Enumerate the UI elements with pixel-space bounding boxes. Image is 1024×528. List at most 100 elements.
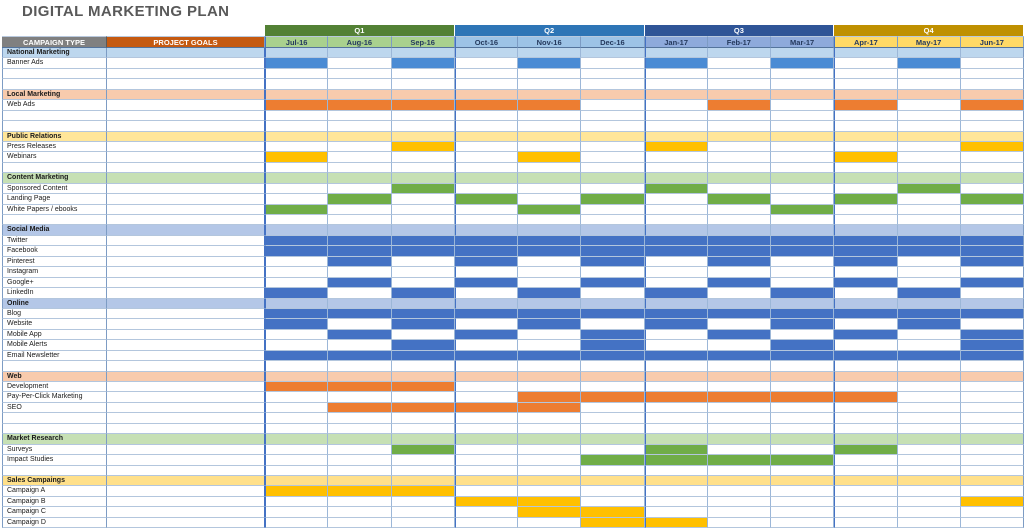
gantt-bar-cell[interactable]	[834, 194, 898, 205]
gantt-bar-cell[interactable]	[454, 496, 518, 508]
project-goals-cell[interactable]	[107, 382, 265, 393]
month-cell[interactable]	[897, 298, 961, 309]
month-cell[interactable]	[960, 173, 1024, 184]
gantt-bar-cell[interactable]	[834, 256, 898, 268]
month-cell[interactable]	[265, 194, 329, 205]
month-cell[interactable]	[707, 121, 771, 132]
gantt-bar-cell[interactable]	[391, 100, 455, 111]
month-cell[interactable]	[707, 204, 771, 215]
project-goals-cell[interactable]	[107, 68, 265, 80]
month-cell[interactable]	[391, 413, 455, 424]
month-cell[interactable]	[328, 267, 392, 278]
gantt-bar-cell[interactable]	[897, 58, 961, 69]
gantt-bar-cell[interactable]	[581, 308, 645, 320]
gantt-bar-cell[interactable]	[707, 329, 771, 341]
month-cell[interactable]	[834, 402, 898, 414]
project-goals-cell[interactable]	[107, 100, 265, 111]
gantt-bar-cell[interactable]	[454, 100, 518, 111]
month-cell[interactable]	[265, 256, 329, 268]
month-cell[interactable]	[897, 486, 961, 497]
month-cell[interactable]	[897, 277, 961, 289]
month-cell[interactable]	[391, 68, 455, 80]
month-cell[interactable]	[265, 496, 329, 508]
month-cell[interactable]	[960, 486, 1024, 497]
month-cell[interactable]	[391, 48, 455, 59]
month-cell[interactable]	[707, 48, 771, 59]
month-cell[interactable]	[960, 79, 1024, 90]
month-cell[interactable]	[518, 298, 582, 309]
gantt-bar-cell[interactable]	[454, 235, 518, 247]
month-cell[interactable]	[960, 475, 1024, 487]
gantt-bar-cell[interactable]	[265, 246, 329, 257]
month-cell[interactable]	[265, 455, 329, 466]
project-goals-cell[interactable]	[107, 402, 265, 414]
gantt-bar-cell[interactable]	[581, 256, 645, 268]
month-cell[interactable]	[707, 110, 771, 122]
row-label-cell[interactable]: Campaign D	[2, 517, 107, 528]
gantt-bar-cell[interactable]	[518, 204, 582, 215]
month-cell[interactable]	[834, 89, 898, 101]
month-cell[interactable]	[644, 194, 708, 205]
gantt-bar-cell[interactable]	[834, 235, 898, 247]
project-goals-cell[interactable]	[107, 183, 265, 195]
month-cell[interactable]	[897, 204, 961, 215]
month-cell[interactable]	[391, 194, 455, 205]
month-cell[interactable]	[391, 277, 455, 289]
month-cell[interactable]	[454, 173, 518, 184]
month-cell[interactable]	[771, 141, 835, 153]
month-cell[interactable]	[518, 361, 582, 372]
gantt-bar-cell[interactable]	[581, 507, 645, 518]
month-cell[interactable]	[771, 298, 835, 309]
month-cell[interactable]	[897, 48, 961, 59]
row-label-cell[interactable]: Online	[2, 298, 107, 309]
month-cell[interactable]	[897, 215, 961, 226]
month-cell[interactable]	[518, 162, 582, 174]
month-cell[interactable]	[707, 371, 771, 382]
month-cell[interactable]	[771, 413, 835, 424]
month-cell[interactable]	[707, 434, 771, 445]
gantt-bar-cell[interactable]	[897, 246, 961, 257]
month-cell[interactable]	[707, 152, 771, 163]
month-cell[interactable]	[454, 507, 518, 518]
month-cell[interactable]	[518, 475, 582, 487]
project-goals-cell[interactable]	[107, 413, 265, 424]
month-cell[interactable]	[644, 79, 708, 90]
month-cell[interactable]	[644, 152, 708, 163]
gantt-bar-cell[interactable]	[454, 194, 518, 205]
gantt-bar-cell[interactable]	[391, 402, 455, 414]
month-cell[interactable]	[328, 423, 392, 435]
month-cell[interactable]	[707, 413, 771, 424]
gantt-bar-cell[interactable]	[391, 246, 455, 257]
month-cell[interactable]	[391, 507, 455, 518]
month-cell[interactable]	[897, 340, 961, 351]
month-cell[interactable]	[454, 361, 518, 372]
month-cell[interactable]	[518, 267, 582, 278]
gantt-bar-cell[interactable]	[834, 444, 898, 456]
month-cell[interactable]	[897, 131, 961, 142]
gantt-bar-cell[interactable]	[391, 350, 455, 362]
month-cell[interactable]	[265, 517, 329, 528]
month-cell[interactable]	[897, 434, 961, 445]
month-cell[interactable]	[391, 371, 455, 382]
month-cell[interactable]	[328, 152, 392, 163]
month-cell[interactable]	[897, 496, 961, 508]
month-cell[interactable]	[834, 434, 898, 445]
gantt-bar-cell[interactable]	[834, 329, 898, 341]
gantt-bar-cell[interactable]	[834, 350, 898, 362]
month-cell[interactable]	[834, 204, 898, 215]
month-cell[interactable]	[707, 79, 771, 90]
gantt-bar-cell[interactable]	[707, 277, 771, 289]
month-cell[interactable]	[518, 89, 582, 101]
month-cell[interactable]	[265, 131, 329, 142]
month-cell[interactable]	[897, 465, 961, 476]
month-cell[interactable]	[581, 225, 645, 236]
project-goals-cell[interactable]	[107, 235, 265, 247]
gantt-bar-cell[interactable]	[328, 486, 392, 497]
month-cell[interactable]	[328, 79, 392, 90]
month-cell[interactable]	[454, 319, 518, 330]
gantt-bar-cell[interactable]	[518, 350, 582, 362]
month-cell[interactable]	[897, 444, 961, 456]
month-cell[interactable]	[707, 183, 771, 195]
month-cell[interactable]	[834, 183, 898, 195]
month-cell[interactable]	[707, 131, 771, 142]
